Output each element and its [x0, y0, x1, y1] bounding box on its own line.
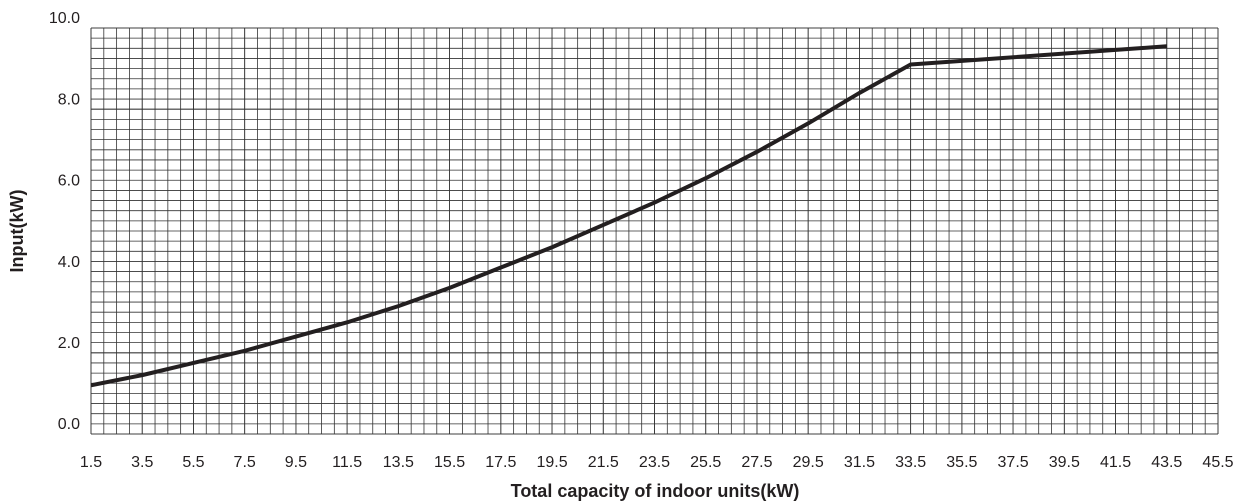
y-tick-label: 0.0 — [58, 416, 80, 433]
y-tick-label: 8.0 — [58, 91, 80, 108]
y-tick-label: 2.0 — [58, 335, 80, 352]
x-tick-label: 21.5 — [588, 454, 619, 471]
x-tick-label: 23.5 — [639, 454, 670, 471]
x-tick-label: 39.5 — [1049, 454, 1080, 471]
y-tick-label: 6.0 — [58, 173, 80, 190]
x-axis-title: Total capacity of indoor units(kW) — [511, 481, 800, 501]
data-line — [90, 44, 1167, 388]
x-tick-label: 9.5 — [285, 454, 307, 471]
x-tick-label: 43.5 — [1151, 454, 1182, 471]
y-tick-label: 10.0 — [49, 10, 80, 27]
x-tick-label: 15.5 — [434, 454, 465, 471]
x-tick-label: 29.5 — [793, 454, 824, 471]
x-tick-label: 19.5 — [536, 454, 567, 471]
x-tick-label: 17.5 — [485, 454, 516, 471]
x-tick-label: 45.5 — [1202, 454, 1233, 471]
x-tick-label: 25.5 — [690, 454, 721, 471]
y-tick-label: 4.0 — [58, 254, 80, 271]
x-tick-label: 1.5 — [80, 454, 102, 471]
x-tick-label: 3.5 — [131, 454, 153, 471]
x-tick-label: 11.5 — [332, 454, 362, 471]
x-tick-label: 5.5 — [182, 454, 204, 471]
x-tick-label: 35.5 — [946, 454, 977, 471]
x-tick-label: 13.5 — [383, 454, 414, 471]
x-tick-label: 7.5 — [234, 454, 256, 471]
x-tick-label: 41.5 — [1100, 454, 1131, 471]
x-tick-label: 31.5 — [844, 454, 875, 471]
x-tick-label: 37.5 — [998, 454, 1029, 471]
x-tick-label: 27.5 — [741, 454, 772, 471]
x-tick-label: 33.5 — [895, 454, 926, 471]
y-axis-title: Input(kW) — [7, 190, 27, 273]
